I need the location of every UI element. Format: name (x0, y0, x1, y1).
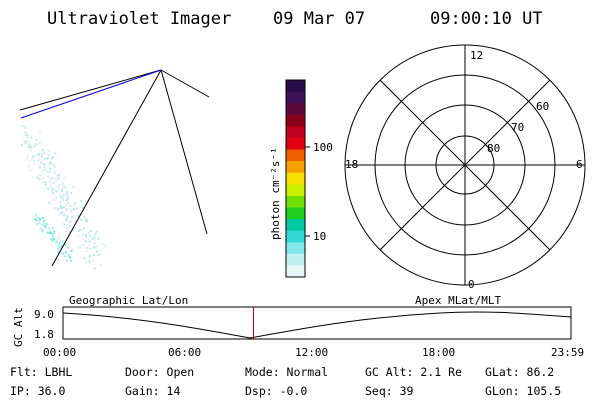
dsp-field: Dsp: -0.0 (245, 384, 307, 398)
y-tick-1-8: 1.8 (34, 328, 54, 341)
colorbar-swatch (286, 253, 305, 267)
colorbar-tick-100: 100 (313, 141, 333, 154)
lat-label-70: 70 (511, 121, 524, 134)
status-fields: Flt: LBHL Door: Open Mode: Normal GC Alt… (10, 365, 561, 398)
colorbar-swatch (286, 172, 305, 185)
glat-field: GLat: 86.2 (485, 365, 554, 379)
colorbar-tick-10: 10 (313, 230, 326, 243)
mlt-label-18: 18 (345, 158, 358, 171)
mode-field: Mode: Normal (245, 365, 328, 379)
time-label: 09:00:10 UT (430, 9, 543, 29)
colorbar-swatch (286, 137, 305, 151)
colorbar-swatch (286, 195, 305, 209)
colorbar-swatch (286, 230, 305, 243)
y-tick-9: 9.0 (34, 308, 54, 321)
x-tick-0000: 00:00 (43, 346, 76, 359)
view-geometry-lines (19, 69, 210, 267)
colorbar-swatch (286, 265, 305, 278)
seq-field: Seq: 39 (365, 384, 414, 398)
colorbar-swatch (286, 149, 305, 162)
colorbar-swatch (286, 184, 305, 197)
colorbar-swatch (286, 126, 305, 139)
x-tick-2359: 23:59 (551, 346, 584, 359)
gc-alt-field: GC Alt: 2.1 Re (365, 365, 462, 379)
x-tick-0600: 06:00 (168, 346, 201, 359)
filter-field: Flt: LBHL (10, 365, 72, 379)
y-axis-label: GC Alt (12, 307, 25, 347)
colorbar-unit-label: photon cm⁻²s⁻¹ (269, 147, 282, 240)
colorbar-swatch (286, 80, 305, 93)
mlt-label-6: 6 (576, 158, 583, 171)
colorbar-swatch (286, 207, 305, 220)
aurora-image (20, 125, 107, 270)
colorbar-swatch (286, 91, 305, 104)
x-tick-1800: 18:00 (422, 346, 455, 359)
colorbar-swatch (286, 242, 305, 255)
polar-mlt-grid (344, 44, 586, 286)
glon-field: GLon: 105.5 (485, 384, 561, 398)
door-field: Door: Open (125, 365, 194, 379)
geographic-title: Geographic Lat/Lon (69, 294, 188, 307)
ip-field: IP: 36.0 (10, 384, 65, 398)
mlt-label-12: 12 (470, 49, 483, 62)
lat-label-60: 60 (536, 100, 549, 113)
orbit-timeline: Geographic Lat/Lon Apex MLat/MLT GC Alt … (12, 294, 584, 359)
x-tick-1200: 12:00 (295, 346, 328, 359)
lat-label-80: 80 (487, 142, 500, 155)
gain-field: Gain: 14 (125, 384, 180, 398)
colorbar-swatch (286, 219, 305, 232)
date-label: 09 Mar 07 (273, 9, 365, 29)
colorbar-swatch (286, 161, 305, 174)
colorbar-swatch (286, 103, 305, 116)
instrument-title: Ultraviolet Imager (47, 9, 231, 29)
apex-title: Apex MLat/MLT (415, 294, 501, 307)
color-scale-bar: 100 10 photon cm⁻²s⁻¹ (269, 79, 333, 278)
mlt-label-0: 0 (468, 278, 475, 291)
colorbar-swatch (286, 114, 305, 127)
